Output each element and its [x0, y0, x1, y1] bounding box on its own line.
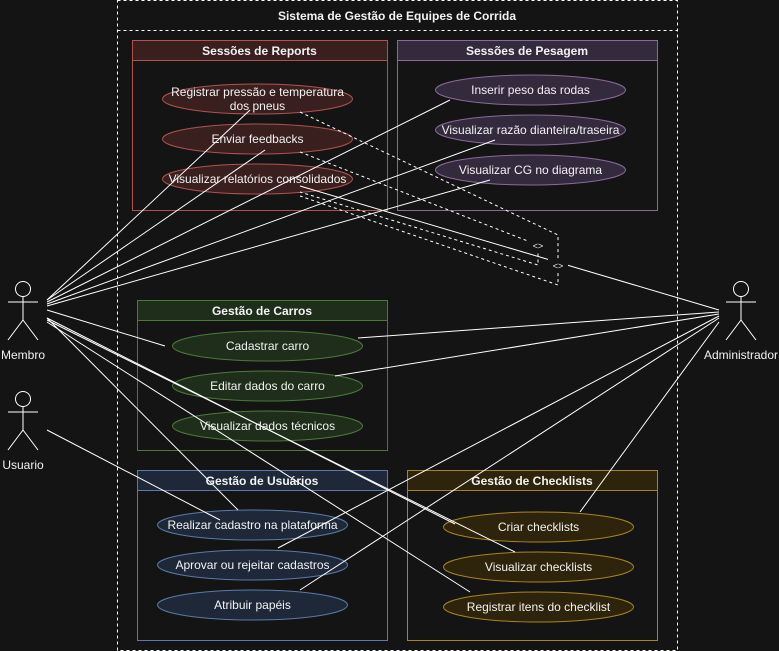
usecase-visualizar-cg[interactable]: [435, 154, 626, 186]
usecase-label-visualizar-relatorios: Visualizar relatórios consolidados: [168, 172, 347, 186]
usecase-label-visualizar-checklists: Visualizar checklists: [484, 560, 593, 574]
package-title-pesagem: Sessões de Pesagem: [465, 44, 589, 58]
usecase-label-visualizar-dados-tecnicos: Visualizar dados técnicos: [199, 419, 336, 433]
usecase-label-cadastrar-carro: Cadastrar carro: [225, 339, 310, 353]
usecase-label-enviar-feedbacks: Enviar feedbacks: [211, 132, 304, 146]
usecase-registrar-pressao[interactable]: [162, 83, 353, 115]
actor-membro-figure: [7, 281, 39, 341]
package-usuarios: [137, 470, 388, 641]
usecase-visualizar-razao[interactable]: [435, 114, 626, 146]
actor-label-administrador: Administrador: [703, 348, 779, 362]
usecase-label-realizar-cadastro: Realizar cadastro na plataforma: [167, 518, 338, 532]
usecase-editar-carro[interactable]: [172, 370, 363, 402]
usecase-label-registrar-itens: Registrar itens do checklist: [466, 600, 611, 614]
usecase-label-aprovar-cadastros: Aprovar ou rejeitar cadastros: [175, 558, 330, 572]
actor-label-usuario: Usuario: [2, 458, 44, 472]
usecase-visualizar-dados-tecnicos[interactable]: [172, 410, 363, 442]
usecase-label-editar-carro: Editar dados do carro: [210, 379, 325, 393]
actor-administrador-figure: [725, 281, 757, 341]
usecase-label-atribuir-papeis: Atribuir papéis: [214, 598, 291, 612]
extend-label-2: <>: [548, 259, 568, 273]
usecase-visualizar-relatorios[interactable]: [162, 163, 353, 195]
package-title-usuarios: Gestão de Usuários: [205, 474, 319, 488]
extend-connectors: [299, 111, 559, 286]
system-title: Sistema de Gestão de Equipes de Corrida: [277, 9, 517, 23]
package-title-reports: Sessões de Reports: [202, 44, 317, 58]
usecase-label-visualizar-cg: Visualizar CG no diagrama: [458, 163, 603, 177]
usecase-label-registrar-pressao: Registrar pressão e temperatura dos pneu…: [171, 85, 344, 113]
usecase-criar-checklists[interactable]: [443, 511, 634, 543]
usecase-label-criar-checklists: Criar checklists: [497, 520, 580, 534]
package-reports: [132, 40, 388, 211]
usecase-registrar-itens[interactable]: [443, 591, 634, 623]
actor-label-membro: Membro: [0, 348, 45, 362]
usecase-cadastrar-carro[interactable]: [172, 330, 363, 362]
usecase-atribuir-papeis[interactable]: [157, 589, 348, 621]
actor-usuario-figure: [7, 391, 39, 451]
package-pesagem: [397, 40, 658, 211]
usecase-label-inserir-peso: Inserir peso das rodas: [471, 83, 590, 97]
association-lines: [46, 99, 720, 593]
package-title-carros: Gestão de Carros: [211, 304, 313, 318]
package-carros: [137, 300, 388, 451]
usecase-aprovar-cadastros[interactable]: [157, 549, 348, 581]
extend-label-1: <>: [528, 239, 548, 253]
usecase-label-visualizar-razao: Visualizar razão dianteira/traseira: [441, 123, 620, 137]
package-checklists: [407, 470, 658, 641]
usecase-inserir-peso[interactable]: [435, 74, 626, 106]
usecase-visualizar-checklists[interactable]: [443, 551, 634, 583]
package-title-checklists: Gestão de Checklists: [471, 474, 593, 488]
usecase-enviar-feedbacks[interactable]: [162, 123, 353, 155]
usecase-realizar-cadastro[interactable]: [157, 509, 348, 541]
